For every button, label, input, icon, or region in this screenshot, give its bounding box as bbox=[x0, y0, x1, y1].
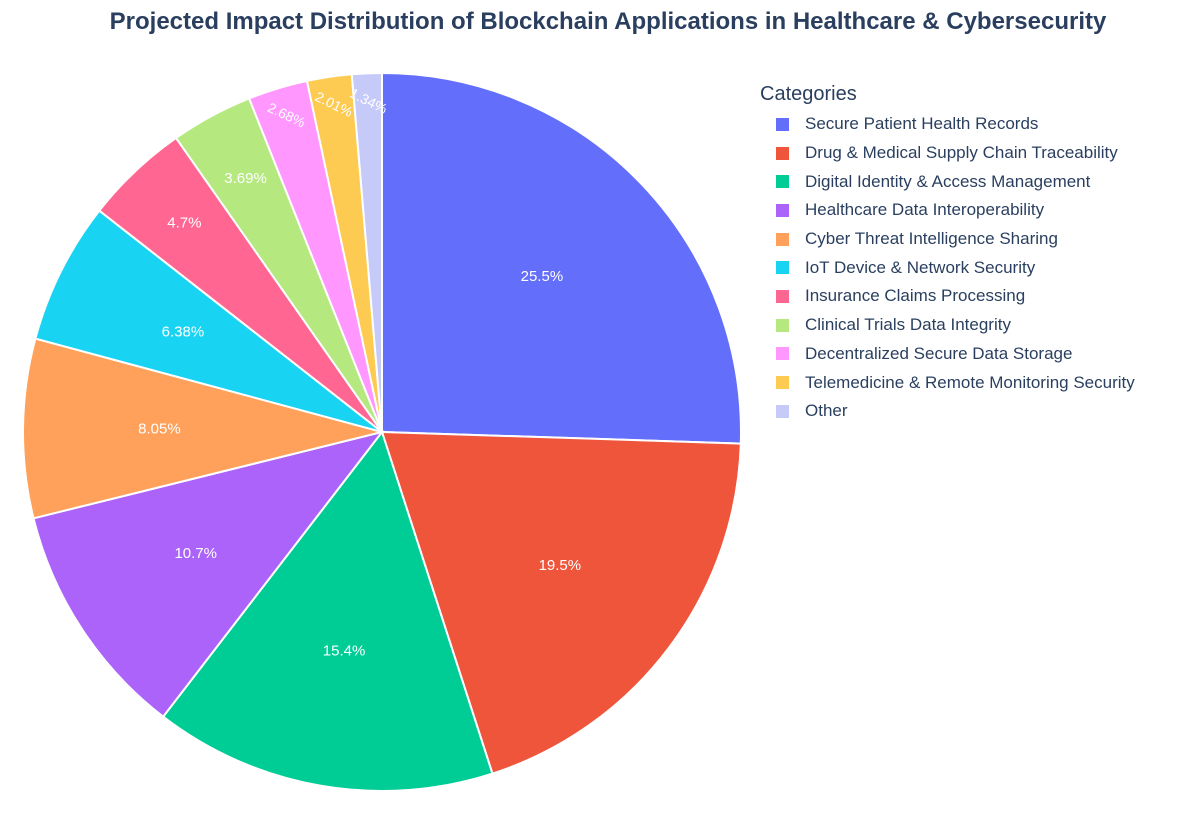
legend-item[interactable]: Telemedicine & Remote Monitoring Securit… bbox=[760, 368, 1190, 397]
legend-item[interactable]: Cyber Threat Intelligence Sharing bbox=[760, 225, 1190, 254]
legend-item[interactable]: Decentralized Secure Data Storage bbox=[760, 340, 1190, 369]
pie-slice-label-8: 3.69% bbox=[224, 170, 267, 187]
legend-label: Telemedicine & Remote Monitoring Securit… bbox=[805, 372, 1135, 392]
pie-slice-4 bbox=[32, 430, 385, 719]
legend-item[interactable]: Healthcare Data Interoperability bbox=[760, 196, 1190, 225]
legend-swatch bbox=[776, 117, 789, 131]
pie-slice-label-5: 8.05% bbox=[138, 421, 181, 438]
pie-slice-1 bbox=[381, 71, 742, 445]
legend-item[interactable]: Insurance Claims Processing bbox=[760, 282, 1190, 311]
pie-slice-label-7: 4.7% bbox=[167, 215, 201, 232]
legend-item[interactable]: Other bbox=[760, 397, 1190, 426]
pie-slice-label-3: 15.4% bbox=[323, 642, 366, 659]
legend-label: Cyber Threat Intelligence Sharing bbox=[805, 229, 1058, 249]
legend-swatch bbox=[776, 289, 789, 303]
legend-label: Other bbox=[805, 401, 848, 421]
pie-slice-11 bbox=[350, 71, 383, 433]
pie-slice-label-4: 10.7% bbox=[174, 545, 217, 562]
legend-label: Drug & Medical Supply Chain Traceability bbox=[805, 143, 1118, 163]
legend-items: Secure Patient Health Records Drug & Medi… bbox=[760, 110, 1190, 426]
legend-label: Clinical Trials Data Integrity bbox=[805, 315, 1011, 335]
legend-label: Decentralized Secure Data Storage bbox=[805, 343, 1073, 363]
pie-slice-label-1: 25.5% bbox=[521, 268, 564, 285]
chart-title: Projected Impact Distribution of Blockch… bbox=[109, 8, 1107, 35]
legend-label: Secure Patient Health Records bbox=[805, 114, 1039, 134]
legend-label: Digital Identity & Access Management bbox=[805, 171, 1091, 191]
pie-slice-3 bbox=[161, 429, 494, 792]
pie-slices bbox=[22, 71, 742, 792]
legend-item[interactable]: Digital Identity & Access Management bbox=[760, 167, 1190, 196]
legend-swatch bbox=[776, 232, 789, 246]
legend-swatch bbox=[776, 203, 789, 217]
legend-swatch bbox=[776, 318, 789, 332]
pie-slice-5 bbox=[22, 337, 386, 520]
legend-item[interactable]: Clinical Trials Data Integrity bbox=[760, 311, 1190, 340]
legend: Categories Secure Patient Health Records… bbox=[760, 80, 1190, 426]
legend-swatch bbox=[776, 261, 789, 275]
legend-swatch bbox=[776, 404, 789, 418]
legend-swatch bbox=[776, 347, 789, 361]
legend-item[interactable]: Drug & Medical Supply Chain Traceability bbox=[760, 139, 1190, 168]
legend-swatch bbox=[776, 146, 789, 160]
pie-slice-label-6: 6.38% bbox=[162, 323, 205, 340]
legend-item[interactable]: Secure Patient Health Records bbox=[760, 110, 1190, 139]
pie-slice-2 bbox=[380, 430, 742, 775]
legend-item[interactable]: IoT Device & Network Security bbox=[760, 253, 1190, 282]
legend-swatch bbox=[776, 175, 789, 189]
legend-label: Healthcare Data Interoperability bbox=[805, 200, 1045, 220]
legend-swatch bbox=[776, 376, 789, 390]
pie-slice-6 bbox=[34, 209, 383, 433]
legend-label: Insurance Claims Processing bbox=[805, 286, 1026, 306]
legend-title: Categories bbox=[760, 83, 857, 105]
pie-slice-label-2: 19.5% bbox=[539, 557, 582, 574]
legend-label: IoT Device & Network Security bbox=[805, 257, 1036, 277]
